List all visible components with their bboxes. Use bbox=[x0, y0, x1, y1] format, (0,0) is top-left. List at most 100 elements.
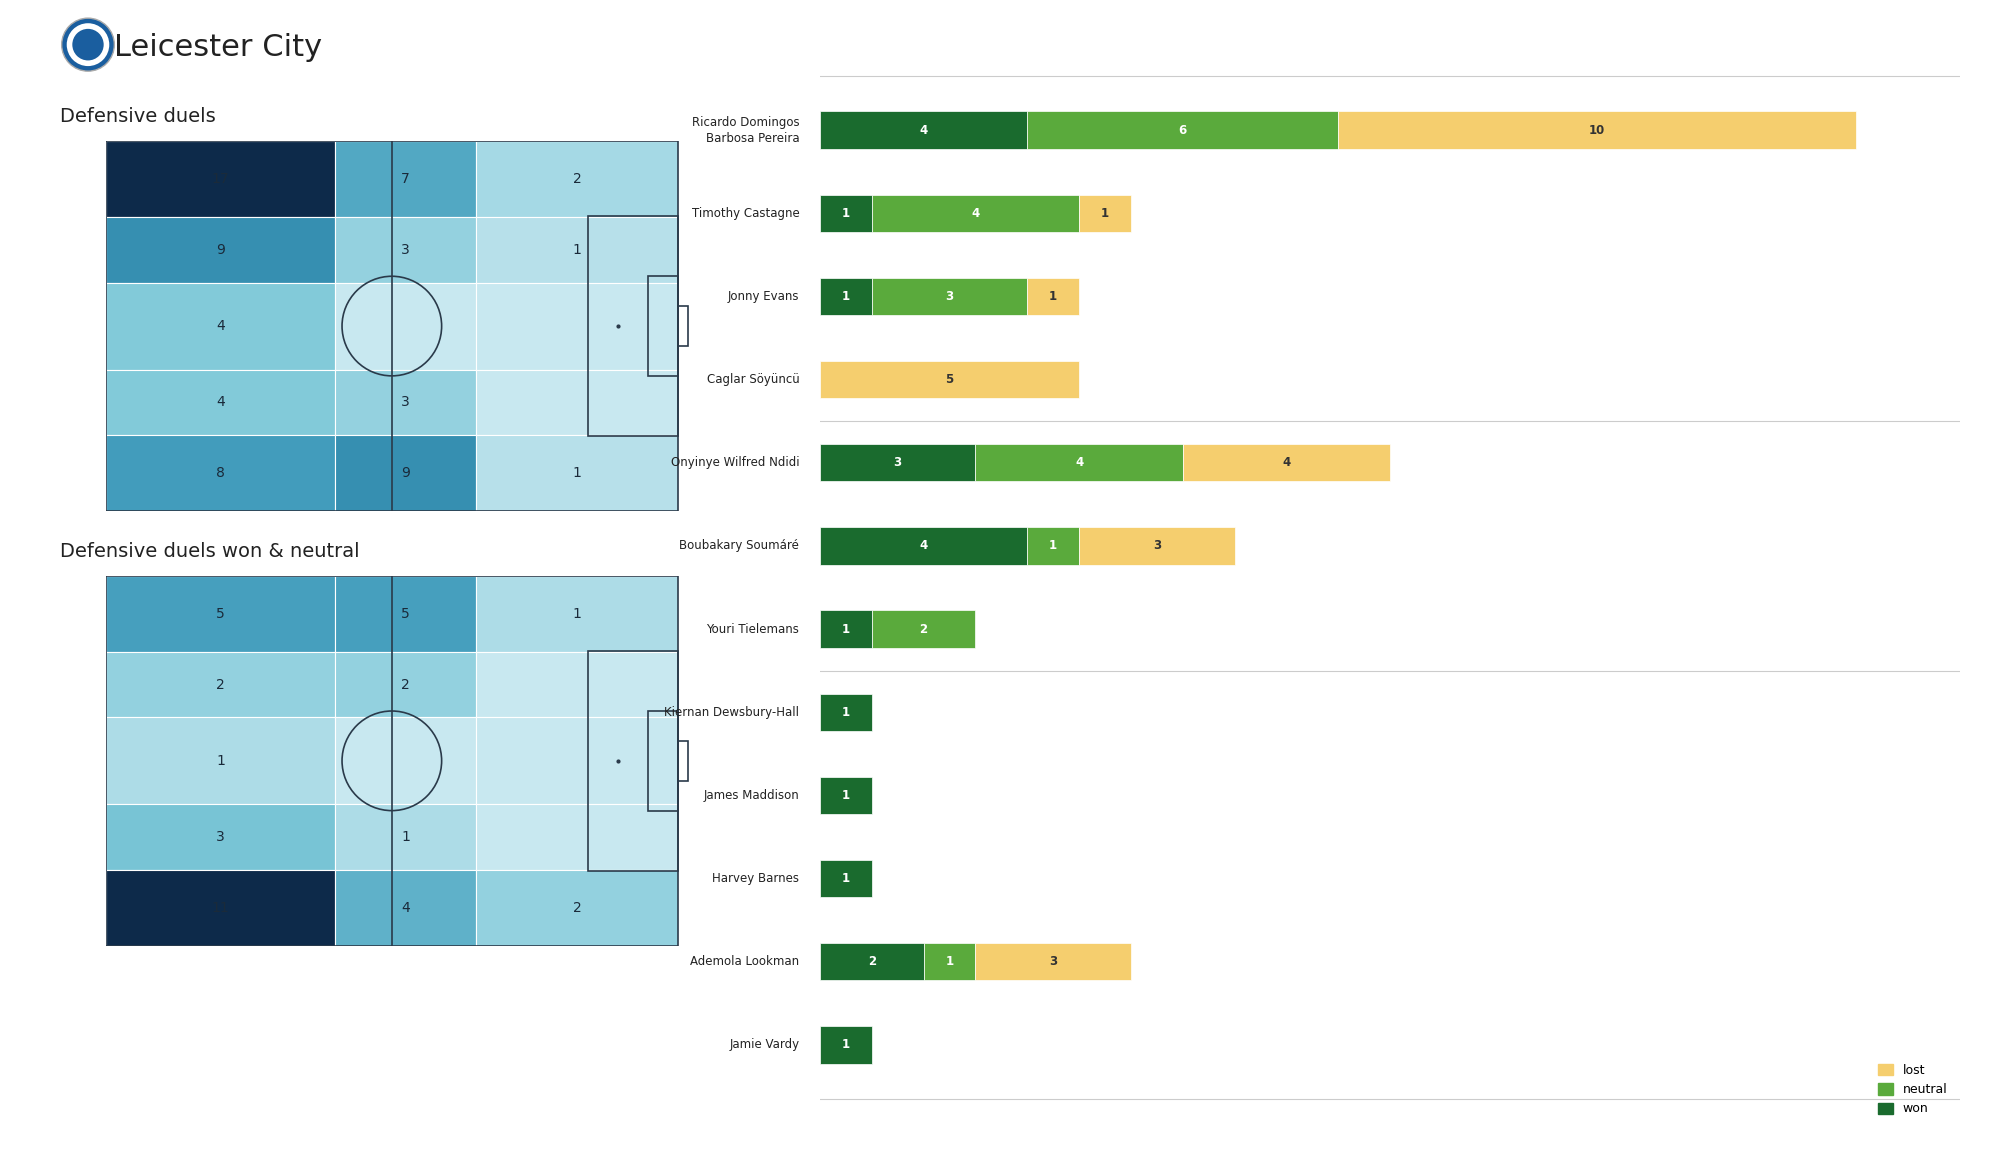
Bar bbox=[820, 444, 976, 482]
Text: 9: 9 bbox=[216, 243, 224, 257]
Text: Defensive duels: Defensive duels bbox=[60, 107, 216, 126]
Text: 1: 1 bbox=[1050, 539, 1058, 552]
Text: Leicester City: Leicester City bbox=[114, 33, 322, 62]
Text: Ademola Lookman: Ademola Lookman bbox=[690, 955, 800, 968]
Text: 2: 2 bbox=[868, 955, 876, 968]
Bar bbox=[820, 777, 872, 814]
Text: 9: 9 bbox=[402, 466, 410, 481]
Bar bbox=[1080, 195, 1130, 231]
Bar bbox=[334, 870, 476, 946]
Bar bbox=[678, 307, 688, 345]
Bar bbox=[106, 576, 334, 652]
Text: 1: 1 bbox=[1100, 207, 1110, 220]
Text: 1: 1 bbox=[842, 290, 850, 303]
Text: 1: 1 bbox=[216, 754, 224, 767]
Bar bbox=[476, 282, 678, 370]
Text: 3: 3 bbox=[946, 290, 954, 303]
Bar bbox=[1338, 112, 1856, 149]
Text: 1: 1 bbox=[1050, 290, 1058, 303]
Bar bbox=[334, 282, 476, 370]
Text: 2: 2 bbox=[216, 678, 224, 692]
Text: 5: 5 bbox=[946, 374, 954, 387]
Bar bbox=[820, 860, 872, 898]
Bar bbox=[106, 652, 334, 717]
Bar bbox=[588, 216, 678, 436]
Bar bbox=[1028, 528, 1080, 565]
Bar bbox=[106, 217, 334, 282]
Text: Onyinye Wilfred Ndidi: Onyinye Wilfred Ndidi bbox=[670, 456, 800, 469]
Bar bbox=[820, 277, 872, 315]
Text: 4: 4 bbox=[216, 395, 224, 409]
Bar bbox=[476, 717, 678, 805]
Bar bbox=[820, 944, 924, 980]
Bar bbox=[820, 528, 1028, 565]
Bar bbox=[106, 717, 334, 805]
Text: Timothy Castagne: Timothy Castagne bbox=[692, 207, 800, 220]
Circle shape bbox=[62, 18, 114, 72]
Text: 4: 4 bbox=[1282, 456, 1290, 469]
Bar bbox=[588, 651, 678, 871]
Text: 1: 1 bbox=[572, 606, 582, 620]
Bar bbox=[476, 435, 678, 511]
Text: Harvey Barnes: Harvey Barnes bbox=[712, 872, 800, 885]
Bar bbox=[872, 277, 1028, 315]
Text: Jonny Evans: Jonny Evans bbox=[728, 290, 800, 303]
Text: 1: 1 bbox=[842, 706, 850, 719]
Text: 4: 4 bbox=[920, 123, 928, 136]
Text: 4: 4 bbox=[920, 539, 928, 552]
Text: Boubakary Soumáré: Boubakary Soumáré bbox=[680, 539, 800, 552]
Text: 17: 17 bbox=[212, 172, 230, 186]
Circle shape bbox=[66, 24, 110, 66]
Bar bbox=[820, 195, 872, 231]
Text: 2: 2 bbox=[920, 623, 928, 636]
Text: Jamie Vardy: Jamie Vardy bbox=[730, 1039, 800, 1052]
Bar bbox=[1028, 112, 1338, 149]
Text: 1: 1 bbox=[842, 1039, 850, 1052]
Bar bbox=[976, 944, 1130, 980]
Text: 2: 2 bbox=[572, 172, 582, 186]
Bar bbox=[106, 370, 334, 435]
Text: 1: 1 bbox=[842, 872, 850, 885]
Text: 4: 4 bbox=[1074, 456, 1084, 469]
Text: Defensive duels won & neutral: Defensive duels won & neutral bbox=[60, 542, 360, 560]
Bar bbox=[334, 217, 476, 282]
Text: 1: 1 bbox=[842, 207, 850, 220]
Circle shape bbox=[72, 29, 104, 60]
Bar bbox=[476, 370, 678, 435]
Bar bbox=[476, 217, 678, 282]
Bar bbox=[924, 944, 976, 980]
Bar bbox=[106, 282, 334, 370]
Bar bbox=[106, 805, 334, 870]
Bar bbox=[476, 576, 678, 652]
Text: 5: 5 bbox=[402, 606, 410, 620]
Legend: lost, neutral, won: lost, neutral, won bbox=[1872, 1058, 1954, 1122]
Bar bbox=[334, 435, 476, 511]
Text: 1: 1 bbox=[572, 243, 582, 257]
Bar bbox=[476, 652, 678, 717]
Text: 1: 1 bbox=[946, 955, 954, 968]
Bar bbox=[476, 870, 678, 946]
Bar bbox=[872, 195, 1080, 231]
Text: 1: 1 bbox=[842, 623, 850, 636]
Bar bbox=[820, 610, 872, 647]
Text: 3: 3 bbox=[216, 830, 224, 844]
Text: 3: 3 bbox=[402, 395, 410, 409]
Bar bbox=[106, 435, 334, 511]
Bar bbox=[872, 610, 976, 647]
Text: 5: 5 bbox=[216, 606, 224, 620]
Bar bbox=[820, 1026, 872, 1063]
Bar bbox=[820, 361, 1080, 398]
Text: Caglar Söyüncü: Caglar Söyüncü bbox=[706, 374, 800, 387]
Bar bbox=[106, 141, 334, 217]
Bar bbox=[334, 717, 476, 805]
Text: 1: 1 bbox=[402, 830, 410, 844]
Text: 6: 6 bbox=[1178, 123, 1186, 136]
Bar bbox=[678, 741, 688, 780]
Text: 1: 1 bbox=[842, 788, 850, 801]
Bar bbox=[648, 276, 678, 376]
Text: James Maddison: James Maddison bbox=[704, 788, 800, 801]
Bar bbox=[106, 870, 334, 946]
Text: 8: 8 bbox=[216, 466, 224, 481]
Text: 1: 1 bbox=[572, 466, 582, 481]
Text: Kiernan Dewsbury-Hall: Kiernan Dewsbury-Hall bbox=[664, 706, 800, 719]
